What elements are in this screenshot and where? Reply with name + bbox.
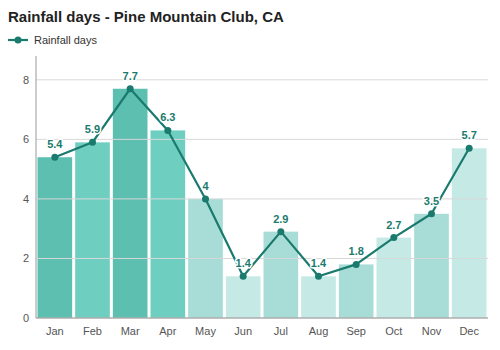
- y-axis-line: [36, 56, 37, 318]
- x-tick-label: Jul: [274, 325, 288, 337]
- grid-line: [36, 198, 488, 199]
- bar: [301, 276, 336, 318]
- y-tick-label: 0: [23, 312, 29, 324]
- x-tick-label: Oct: [385, 325, 402, 337]
- chart: Rainfall days - Pine Mountain Club, CA 0 2…: [0, 0, 500, 350]
- x-tick-label: Sep: [346, 325, 366, 337]
- data-label: 7.7: [123, 70, 138, 82]
- marker: [428, 210, 435, 217]
- bar: [113, 89, 148, 318]
- bar: [339, 264, 374, 318]
- data-label: 2.9: [273, 213, 288, 225]
- x-tick-label: Jun: [234, 325, 252, 337]
- x-tick-label: Apr: [159, 325, 176, 337]
- data-labels: 5.4 5.9 7.7 6.3 4 1.4 2.9 1.4 1.8 2.7 3.5 5.7: [47, 70, 477, 270]
- data-label: 5.9: [85, 123, 100, 135]
- data-label: 1.4: [311, 257, 327, 269]
- x-tick-label: May: [195, 325, 216, 337]
- bars: [38, 89, 487, 318]
- bar: [414, 214, 449, 318]
- data-label: 1.4: [236, 257, 252, 269]
- title: Rainfall days - Pine Mountain Club, CA: [8, 8, 284, 25]
- bar: [452, 148, 487, 318]
- x-axis-line: [36, 318, 488, 319]
- lines: [51, 85, 472, 280]
- x-tick-label: Jan: [46, 325, 64, 337]
- line: [55, 89, 469, 277]
- data-label: 5.7: [462, 129, 477, 141]
- bar: [38, 157, 73, 318]
- bar: [377, 238, 412, 318]
- marker: [240, 273, 247, 280]
- y-tick-label: 6: [23, 133, 29, 145]
- x-tick-label: Aug: [309, 325, 329, 337]
- marker: [315, 273, 322, 280]
- legend-label: Rainfall days: [34, 34, 97, 46]
- y-tick-label: 4: [23, 193, 29, 205]
- grid-line: [36, 79, 488, 80]
- marker: [202, 195, 209, 202]
- marker: [89, 139, 96, 146]
- marker: [353, 261, 360, 268]
- legend-marker: [15, 37, 22, 44]
- data-label: 6.3: [160, 111, 175, 123]
- grid-line: [36, 258, 488, 259]
- marker: [164, 127, 171, 134]
- bar: [226, 276, 261, 318]
- marker: [51, 154, 58, 161]
- marker: [127, 85, 134, 92]
- data-label: 5.4: [47, 138, 63, 150]
- y-tick-label: 8: [23, 74, 29, 86]
- marker: [277, 228, 284, 235]
- bar: [75, 142, 110, 318]
- y-tick-label: 2: [23, 252, 29, 264]
- data-label: 3.5: [424, 195, 439, 207]
- data-label: 4: [202, 180, 209, 192]
- x-tick-label: Dec: [459, 325, 479, 337]
- data-label: 1.8: [349, 245, 364, 257]
- data-label: 2.7: [386, 219, 401, 231]
- marker: [390, 234, 397, 241]
- grid-line: [36, 318, 488, 319]
- legend: Rainfall days: [8, 34, 97, 46]
- grid-line: [36, 139, 488, 140]
- bar: [151, 130, 186, 318]
- marker: [466, 145, 473, 152]
- grid: [36, 80, 488, 318]
- x-tick-label: Feb: [83, 325, 102, 337]
- x-tick-label: Nov: [422, 325, 442, 337]
- x-tick-label: Mar: [121, 325, 140, 337]
